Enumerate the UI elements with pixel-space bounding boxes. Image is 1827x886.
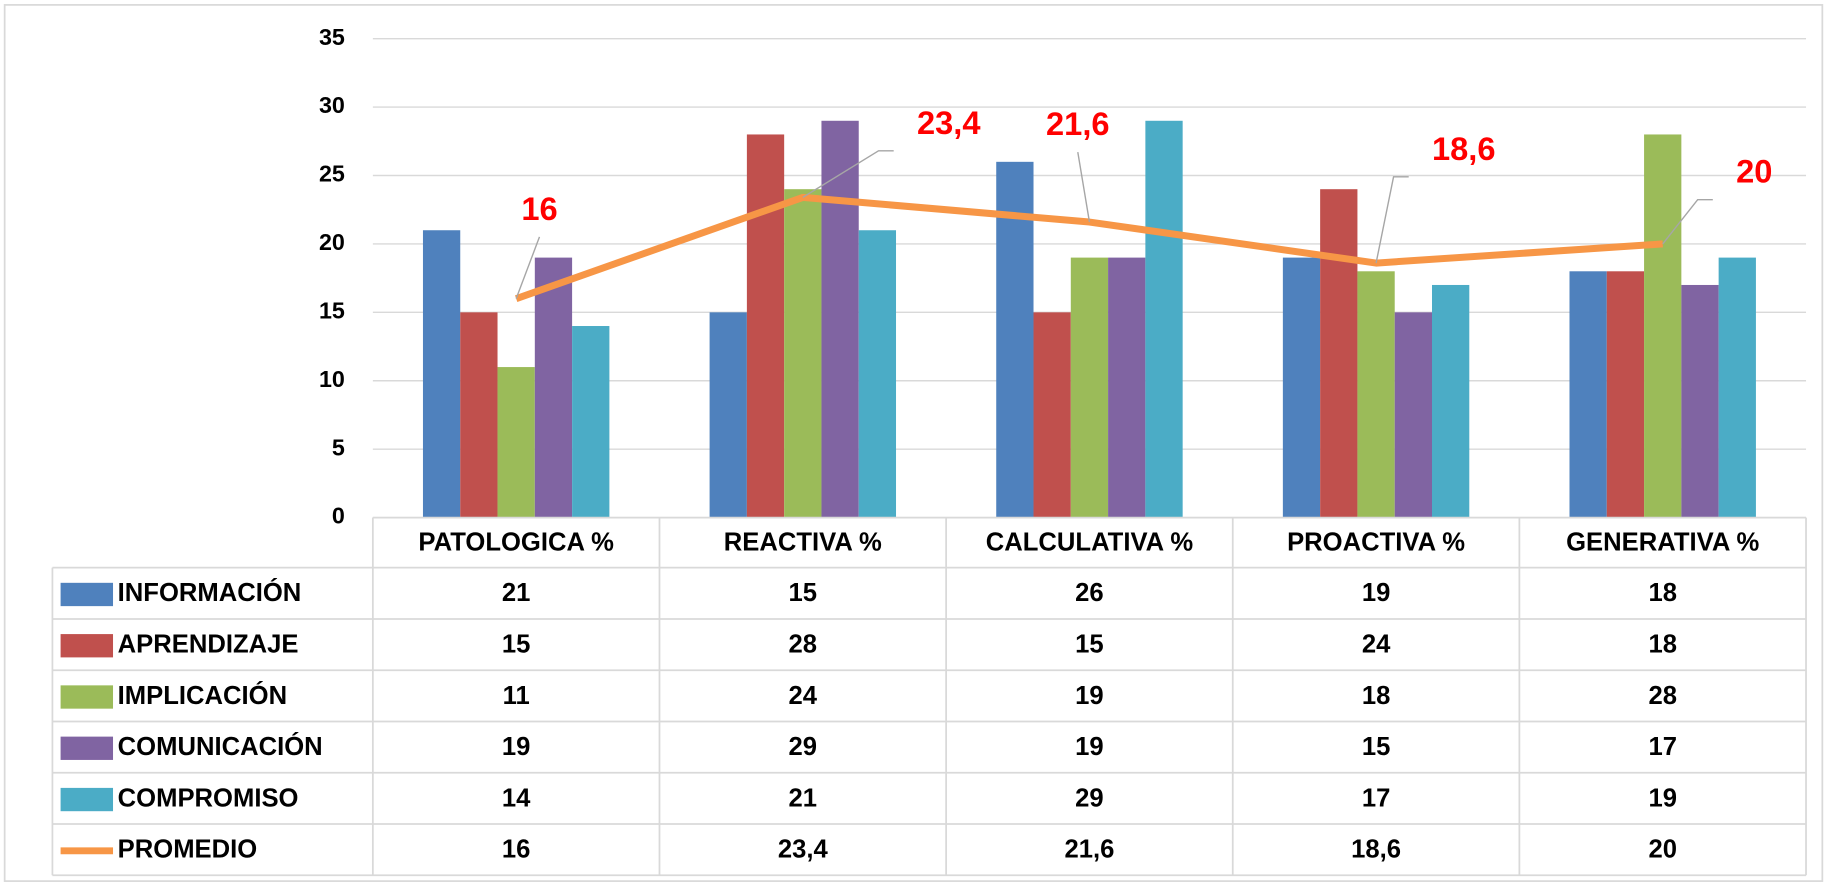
bar [996, 161, 1034, 518]
bar [422, 230, 461, 518]
table-cell: 19 [502, 733, 531, 761]
bar [1145, 120, 1183, 518]
table-cell: 28 [789, 631, 818, 659]
bar [784, 189, 822, 518]
table-cell: 28 [1648, 682, 1677, 710]
bar [1033, 312, 1071, 518]
bar [1394, 312, 1433, 518]
table-cell: 19 [1075, 733, 1104, 761]
table-cell: 29 [789, 733, 818, 761]
bar [1718, 257, 1756, 518]
bar [534, 257, 573, 518]
bar [1108, 257, 1146, 518]
data-label: 16 [521, 190, 557, 227]
table-cell: 15 [1362, 733, 1391, 761]
table-cell: 21 [502, 579, 531, 607]
legend-key [60, 634, 114, 658]
table-cell: 18 [1648, 579, 1677, 607]
table-cell: 19 [1362, 579, 1391, 607]
table-cell: 24 [789, 682, 818, 710]
bar [709, 312, 747, 518]
y-tick-label: 25 [319, 161, 345, 187]
y-tick-label: 15 [319, 297, 345, 323]
data-label: 18,6 [1432, 130, 1495, 167]
table-cell: 21 [789, 784, 818, 812]
legend-label: APRENDIZAJE [118, 631, 299, 659]
bar [1432, 284, 1470, 518]
table-cell: 19 [1648, 784, 1677, 812]
bar [1357, 271, 1395, 518]
table-cell: 17 [1648, 733, 1677, 761]
y-tick-label: 20 [319, 229, 345, 255]
bar [1681, 284, 1719, 518]
table-cell: 18 [1648, 631, 1677, 659]
x-tick-label: PROACTIVA % [1287, 529, 1465, 557]
bar [572, 326, 610, 518]
table-cell: 18,6 [1351, 836, 1401, 864]
bar [1569, 271, 1607, 518]
bar [858, 230, 897, 518]
table-cell: 20 [1648, 836, 1677, 864]
bar [1644, 134, 1682, 518]
data-label: 21,6 [1046, 105, 1109, 142]
table-cell: 14 [502, 784, 531, 812]
table-cell: 17 [1362, 784, 1391, 812]
legend-label: IMPLICACIÓN [118, 680, 287, 710]
leader-line [802, 150, 894, 198]
legend-key [60, 582, 114, 607]
leader-line [1662, 198, 1713, 245]
bar [1070, 257, 1109, 518]
legend-label: COMPROMISO [118, 784, 299, 812]
table-cell: 11 [503, 682, 530, 710]
bar [746, 134, 785, 518]
legend-key [60, 736, 114, 760]
bar [1320, 189, 1358, 518]
table-cell: 21,6 [1065, 836, 1115, 864]
bar [497, 367, 535, 518]
y-tick-label: 5 [332, 434, 345, 460]
y-tick-label: 35 [319, 24, 345, 50]
table-cell: 15 [1075, 631, 1104, 659]
table-cell: 16 [502, 836, 531, 864]
bar [1282, 257, 1321, 518]
leader-line [515, 236, 541, 299]
table-cell: 15 [789, 579, 818, 607]
bar [821, 120, 859, 518]
y-tick-label: 0 [332, 503, 345, 529]
x-tick-label: PATOLOGICA % [418, 529, 614, 557]
table-cell: 18 [1362, 682, 1391, 710]
data-label: 20 [1736, 153, 1772, 190]
table-cell: 24 [1362, 631, 1391, 659]
legend-key [60, 787, 114, 812]
table-cell: 26 [1075, 579, 1104, 607]
table-cell: 19 [1075, 682, 1104, 710]
y-tick-label: 10 [319, 366, 345, 392]
table-cell: 15 [502, 631, 531, 659]
x-tick-label: GENERATIVA % [1566, 529, 1759, 557]
table-cell: 23,4 [778, 836, 829, 864]
x-tick-label: REACTIVA % [724, 529, 882, 557]
table-cell: 29 [1075, 784, 1104, 812]
leader-line [1077, 152, 1091, 223]
bar [1606, 271, 1645, 518]
bar [460, 312, 498, 518]
legend-label: INFORMACIÓN [118, 577, 302, 607]
legend-key [60, 685, 114, 709]
leader-line [1375, 176, 1409, 264]
y-tick-label: 30 [319, 92, 345, 118]
legend-label: PROMEDIO [118, 836, 258, 864]
data-label: 23,4 [917, 104, 980, 141]
x-tick-label: CALCULATIVA % [986, 529, 1194, 557]
legend-label: COMUNICACIÓN [118, 731, 323, 761]
